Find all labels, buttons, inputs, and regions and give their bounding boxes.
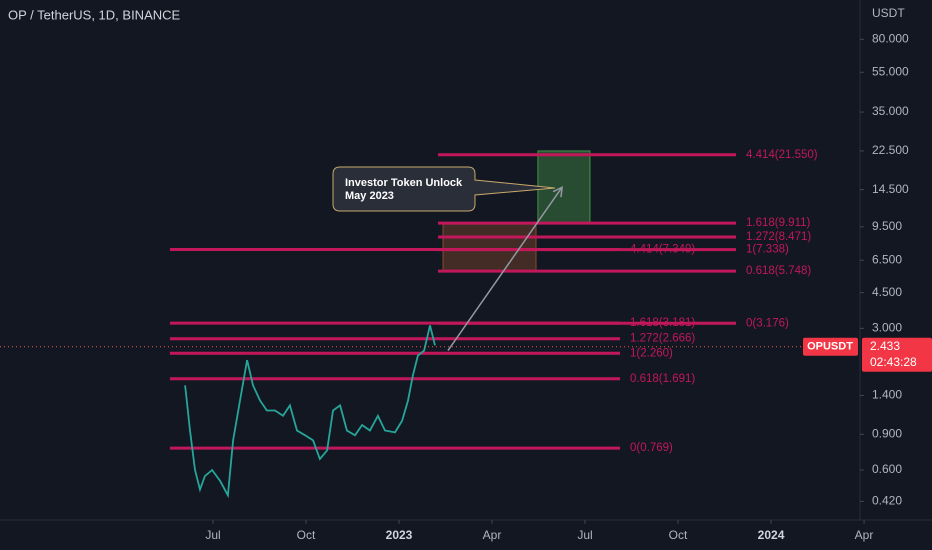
y-tick-label: 80.000	[872, 31, 909, 45]
y-tick-label: 55.000	[872, 64, 909, 78]
fib-label: 0.618(5.748)	[746, 265, 811, 277]
x-tick-label: Oct	[669, 528, 688, 542]
y-tick-label: 0.420	[872, 494, 902, 508]
callout-text: May 2023	[345, 190, 394, 202]
y-tick-label: 14.500	[872, 182, 909, 196]
x-tick-label: 2023	[386, 528, 413, 542]
y-tick-label: 9.500	[872, 219, 902, 233]
symbol-tag	[803, 337, 858, 356]
axis-label: USDT	[872, 6, 905, 20]
y-tick-label: 22.500	[872, 143, 909, 157]
x-tick-label: Apr	[483, 528, 502, 542]
fib-label: 1(2.260)	[630, 347, 673, 359]
callout-text: Investor Token Unlock	[345, 177, 463, 189]
fib-label: 1.618(3.181)	[630, 317, 695, 329]
x-tick-label: Apr	[855, 528, 874, 542]
fib-label: 0(0.769)	[630, 442, 673, 454]
price-line	[184, 325, 436, 499]
x-tick-label: Jul	[577, 528, 592, 542]
callout: Investor Token Unlock May 2023	[332, 166, 556, 212]
y-tick-label: 6.500	[872, 252, 902, 266]
symbol-tag-label: OPUSDT	[807, 341, 853, 353]
y-tick-label: 3.000	[872, 320, 902, 334]
fib-label: 0(3.176)	[746, 317, 789, 329]
y-tick-label: 35.000	[872, 104, 909, 118]
fib-label: 0.618(1.691)	[630, 373, 695, 385]
y-tick-label: 1.400	[872, 388, 902, 402]
y-tick-label: 4.500	[872, 285, 902, 299]
fib-label: 1(7.338)	[746, 244, 789, 256]
plot: 80.000 55.000 35.000 22.500 14.500 9.500 6.500…	[0, 31, 932, 542]
price-tag-timer: 02:43:28	[870, 355, 917, 369]
y-tick-label: 0.600	[872, 462, 902, 476]
fib-label: 4.414(7.349)	[630, 243, 695, 255]
x-tick-label: Oct	[297, 528, 316, 542]
fib-label: 1.272(8.471)	[746, 231, 811, 243]
chart-title: OP / TetherUS, 1D, BINANCE	[8, 7, 181, 22]
fib-label: 1.618(9.911)	[746, 217, 811, 229]
x-tick-label: 2024	[758, 528, 785, 542]
y-tick-label: 0.900	[872, 426, 902, 440]
arrow	[447, 186, 563, 352]
callout-box	[332, 166, 556, 212]
x-tick-label: Jul	[205, 528, 220, 542]
fib-label: 4.414(21.550)	[746, 149, 818, 161]
price-tag	[862, 337, 932, 372]
price-tag-value: 2.433	[870, 339, 900, 353]
box	[442, 222, 537, 272]
fib-label: 1.272(2.666)	[630, 333, 695, 345]
arrow-head	[552, 185, 563, 198]
